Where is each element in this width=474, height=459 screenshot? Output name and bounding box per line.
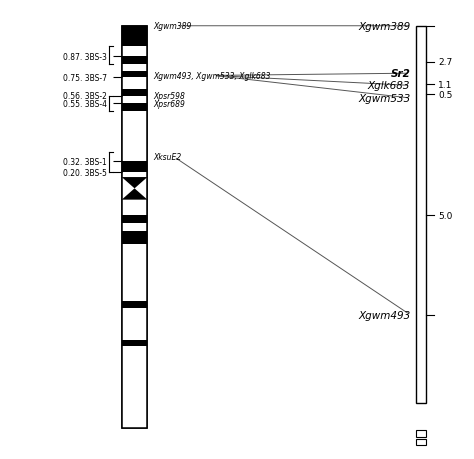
Bar xyxy=(122,47,147,57)
Text: 0.56. 3BS-2: 0.56. 3BS-2 xyxy=(63,92,107,101)
Text: 2.7: 2.7 xyxy=(438,58,452,67)
Bar xyxy=(122,57,147,65)
Text: 0.55. 3BS-4: 0.55. 3BS-4 xyxy=(63,100,107,109)
Bar xyxy=(122,313,147,340)
Text: Xpsr689: Xpsr689 xyxy=(153,100,185,109)
Text: XksuE2: XksuE2 xyxy=(153,153,181,162)
Bar xyxy=(122,216,147,224)
Text: Xgwm389: Xgwm389 xyxy=(358,22,410,32)
Text: 0.20. 3BS-5: 0.20. 3BS-5 xyxy=(63,168,107,177)
Text: Xglk683: Xglk683 xyxy=(368,81,410,91)
Bar xyxy=(122,352,147,428)
Bar xyxy=(122,224,147,231)
Bar xyxy=(122,65,147,72)
Bar xyxy=(122,178,147,200)
Bar xyxy=(122,27,147,47)
Bar xyxy=(122,173,147,181)
Bar xyxy=(122,78,147,90)
Bar xyxy=(122,162,147,173)
Text: 5.0: 5.0 xyxy=(438,212,453,220)
Bar xyxy=(122,346,147,352)
Bar xyxy=(122,181,147,197)
Bar xyxy=(416,27,426,403)
Text: 0.32. 3BS-1: 0.32. 3BS-1 xyxy=(63,157,107,166)
Polygon shape xyxy=(122,178,147,189)
Bar xyxy=(416,430,426,437)
Text: Xgwm493: Xgwm493 xyxy=(358,310,410,320)
Text: 0.5: 0.5 xyxy=(438,91,453,100)
Text: Xgwm389: Xgwm389 xyxy=(153,22,191,31)
Text: 0.75. 3BS-7: 0.75. 3BS-7 xyxy=(63,73,107,83)
Text: 1.1: 1.1 xyxy=(438,81,453,90)
Bar xyxy=(122,104,147,112)
Bar xyxy=(122,308,147,313)
Text: Xpsr598: Xpsr598 xyxy=(153,92,185,101)
Bar xyxy=(122,245,147,302)
Bar xyxy=(122,112,147,162)
Text: 0.87. 3BS-3: 0.87. 3BS-3 xyxy=(63,53,107,62)
Bar xyxy=(122,96,147,104)
Text: Xgwm493, Xgwm533, Xglk683: Xgwm493, Xgwm533, Xglk683 xyxy=(153,72,271,81)
Bar xyxy=(122,27,147,428)
Bar xyxy=(122,302,147,308)
Bar xyxy=(122,72,147,78)
Bar xyxy=(122,90,147,96)
Bar xyxy=(122,340,147,346)
Polygon shape xyxy=(122,189,147,200)
Bar xyxy=(122,197,147,216)
Text: Xgwm533: Xgwm533 xyxy=(358,94,410,104)
Bar xyxy=(122,231,147,245)
Bar xyxy=(416,439,426,445)
Text: Sr2: Sr2 xyxy=(391,69,410,79)
Bar xyxy=(122,27,147,428)
